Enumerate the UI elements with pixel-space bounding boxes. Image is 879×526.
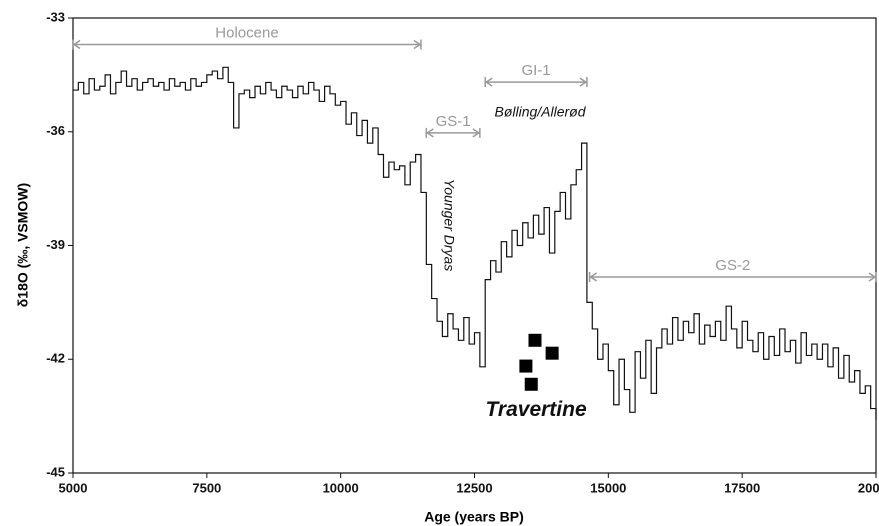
x-tick-label: 12500	[456, 480, 492, 495]
period-arrow	[72, 39, 422, 50]
y-tick-label: -42	[46, 351, 65, 366]
period-arrow	[589, 272, 877, 282]
x-axis-label: Age (years BP)	[424, 509, 524, 525]
plot-frame	[72, 17, 877, 474]
data-point	[519, 359, 533, 373]
annotation: Bølling/Allerød	[494, 104, 586, 120]
x-tick-label: 15000	[590, 480, 626, 495]
period-label: GS-2	[715, 257, 750, 274]
y-axis-label: δ18O (‰, VSMOW)	[15, 183, 31, 307]
annotation: Younger Dryas	[441, 179, 457, 272]
period-label: Holocene	[215, 25, 278, 42]
x-tick-label: 10000	[323, 480, 359, 495]
x-tick-label: 5000	[59, 480, 88, 495]
period-arrow	[425, 128, 481, 138]
data-point	[545, 346, 559, 360]
period-arrow	[484, 77, 588, 87]
series-label: Travertine	[485, 398, 586, 421]
x-tick-label: 20000	[858, 480, 879, 495]
y-tick-label: -45	[46, 464, 65, 479]
period-label: GI-1	[521, 62, 550, 79]
y-tick-label: -33	[46, 9, 65, 24]
y-tick-label: -39	[46, 237, 65, 252]
y-tick-label: -36	[46, 123, 65, 138]
data-point	[528, 333, 542, 347]
x-tick-label: 17500	[724, 480, 760, 495]
period-label: GS-1	[436, 113, 471, 130]
data-line	[73, 66, 877, 420]
x-tick-label: 7500	[192, 480, 221, 495]
data-point	[524, 377, 538, 391]
